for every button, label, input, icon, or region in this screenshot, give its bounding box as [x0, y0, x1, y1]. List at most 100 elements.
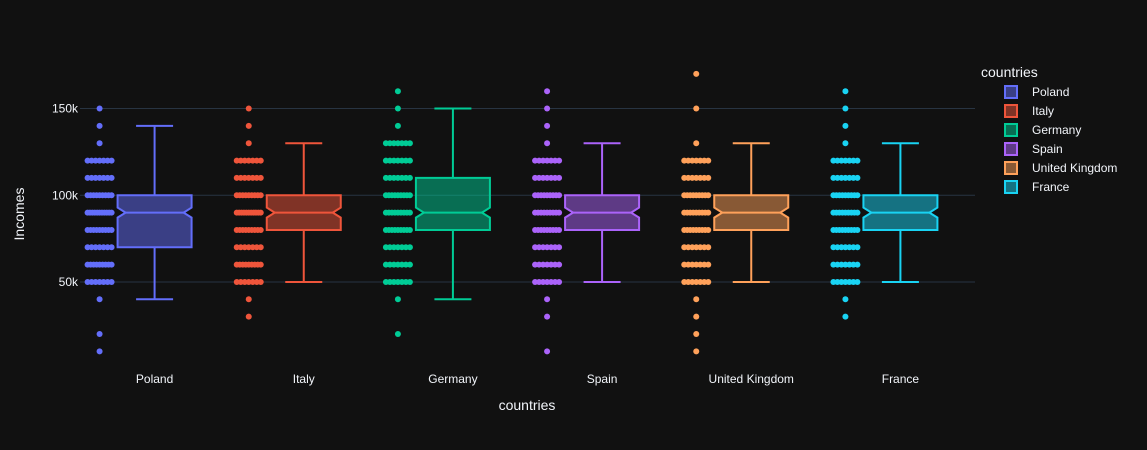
legend-label: France	[1032, 180, 1070, 194]
x-tick-label: France	[882, 372, 920, 386]
data-point	[556, 192, 563, 199]
data-point	[556, 209, 563, 216]
data-point	[705, 278, 712, 285]
data-point	[544, 105, 551, 112]
data-point	[108, 244, 115, 251]
y-tick-label: 100k	[52, 188, 79, 202]
data-point	[406, 157, 413, 164]
box-body	[116, 194, 193, 249]
data-point	[257, 157, 264, 164]
legend-item: Spain	[1004, 142, 1063, 156]
data-point	[257, 192, 264, 199]
data-point	[842, 296, 849, 303]
data-point	[705, 192, 712, 199]
box-trace-united-kingdom	[681, 70, 790, 355]
data-point	[705, 261, 712, 268]
data-point	[854, 209, 861, 216]
x-tick-label: Spain	[587, 372, 618, 386]
data-point	[406, 174, 413, 181]
data-point	[854, 192, 861, 199]
data-point	[854, 261, 861, 268]
data-point	[854, 174, 861, 181]
legend-label: Poland	[1032, 85, 1069, 99]
data-point	[108, 157, 115, 164]
x-tick-label: United Kingdom	[709, 372, 794, 386]
box-trace-poland	[84, 105, 193, 355]
legend-label: Italy	[1032, 104, 1054, 118]
legend-swatch	[1004, 85, 1018, 99]
data-point	[544, 140, 551, 147]
legend-swatch	[1004, 104, 1018, 118]
data-point	[693, 296, 700, 303]
y-axis-title: Incomes	[11, 188, 27, 241]
data-point	[257, 174, 264, 181]
box-trace-germany	[382, 88, 491, 337]
data-point	[693, 140, 700, 147]
data-point	[406, 209, 413, 216]
legend-swatch	[1004, 142, 1018, 156]
data-point	[406, 226, 413, 233]
data-point	[96, 105, 103, 112]
data-point	[842, 313, 849, 320]
y-tick-label: 150k	[52, 102, 79, 116]
data-point	[245, 313, 252, 320]
data-point	[394, 122, 401, 129]
data-point	[544, 122, 551, 129]
data-point	[842, 140, 849, 147]
data-point	[406, 278, 413, 285]
data-point	[257, 209, 264, 216]
data-point	[394, 88, 401, 95]
data-point	[693, 105, 700, 112]
data-point	[406, 140, 413, 147]
data-point	[108, 226, 115, 233]
data-point	[245, 140, 252, 147]
data-point	[96, 296, 103, 303]
data-point	[406, 244, 413, 251]
data-point	[544, 348, 551, 355]
legend-item: Poland	[1004, 85, 1069, 99]
data-point	[705, 209, 712, 216]
y-axis-ticks: 50k 100k 150k	[52, 102, 79, 289]
data-point	[842, 88, 849, 95]
box-trace-france	[830, 88, 939, 320]
legend-item: United Kingdom	[1004, 161, 1117, 175]
x-tick-label: Italy	[293, 372, 315, 386]
box-trace-spain	[532, 88, 641, 355]
data-point	[96, 330, 103, 337]
data-point	[544, 313, 551, 320]
data-point	[245, 105, 252, 112]
data-point	[108, 174, 115, 181]
legend-swatch	[1004, 180, 1018, 194]
data-point	[108, 209, 115, 216]
data-point	[705, 226, 712, 233]
x-axis-ticks: Poland Italy Germany Spain United Kingdom Fra…	[136, 372, 920, 386]
x-axis-title: countries	[499, 397, 556, 413]
data-point	[854, 157, 861, 164]
data-point	[556, 157, 563, 164]
data-point	[394, 296, 401, 303]
y-tick-label: 50k	[59, 275, 79, 289]
legend-item: Italy	[1004, 104, 1054, 118]
data-point	[108, 261, 115, 268]
data-point	[108, 278, 115, 285]
data-point	[257, 244, 264, 251]
data-point	[394, 105, 401, 112]
data-point	[842, 105, 849, 112]
data-point	[544, 88, 551, 95]
legend-item: France	[1004, 180, 1070, 194]
data-point	[394, 330, 401, 337]
legend-label: Germany	[1032, 123, 1081, 137]
box-trace-italy	[233, 105, 342, 320]
data-point	[693, 313, 700, 320]
x-tick-label: Germany	[428, 372, 477, 386]
data-point	[556, 174, 563, 181]
plot-area	[84, 70, 939, 355]
legend-label: United Kingdom	[1032, 161, 1117, 175]
data-point	[693, 348, 700, 355]
data-point	[257, 226, 264, 233]
data-point	[108, 192, 115, 199]
legend-item: Germany	[1004, 123, 1081, 137]
legend-label: Spain	[1032, 142, 1063, 156]
data-point	[693, 70, 700, 77]
data-point	[556, 226, 563, 233]
